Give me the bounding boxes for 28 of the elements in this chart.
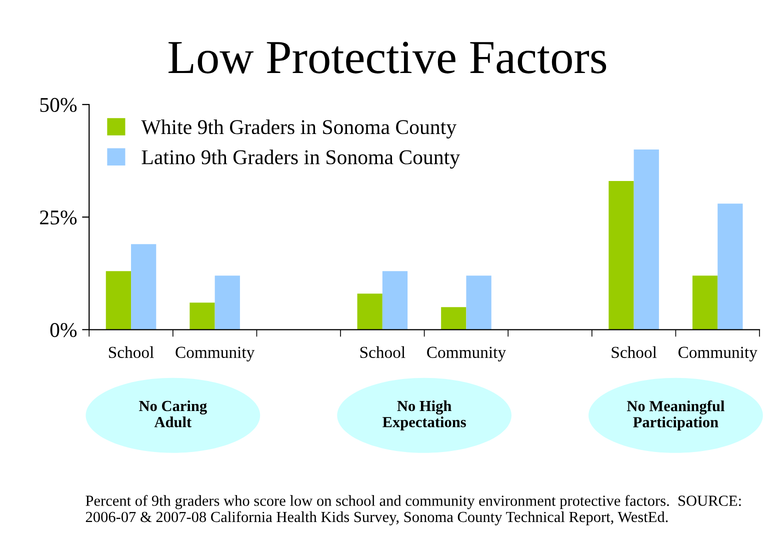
y-tick-label: 25%	[40, 210, 77, 225]
bar	[692, 276, 718, 330]
bar	[608, 181, 634, 330]
bar	[214, 276, 240, 330]
text: No Meaningful Participation	[626, 400, 724, 430]
bar	[466, 276, 492, 330]
x-tick-label: Community	[427, 346, 506, 362]
bar	[718, 204, 743, 330]
y-tick-label: 50%	[40, 98, 77, 112]
x-tick-label: School	[108, 346, 154, 358]
text: No Caring Adult	[139, 400, 207, 428]
x-tick-label: Community	[176, 346, 255, 362]
bar	[634, 150, 659, 330]
chart-title: Low Protective Factors	[168, 42, 606, 74]
legend-label: Latino 9th Graders in Sonoma County	[142, 150, 460, 169]
bar	[106, 271, 132, 330]
x-tick-label: School	[612, 346, 657, 358]
bar	[357, 294, 382, 330]
bar	[190, 302, 215, 330]
legend-label: White 9th Graders in Sonoma County	[141, 120, 456, 138]
x-tick-label: Community	[678, 346, 758, 362]
bar	[382, 271, 408, 330]
bar	[131, 244, 156, 330]
bar	[441, 307, 466, 330]
text: No High Expectations	[382, 400, 466, 430]
y-tick-label: 0%	[50, 323, 77, 338]
x-tick-label: School	[360, 346, 406, 358]
text: Percent of 9th graders who score low on school and community environment protective factors. SOURCE: 2006-07 & 2007-08 California Health Kids Survey, Sonoma County Technical Report, WestEd.	[86, 495, 741, 526]
